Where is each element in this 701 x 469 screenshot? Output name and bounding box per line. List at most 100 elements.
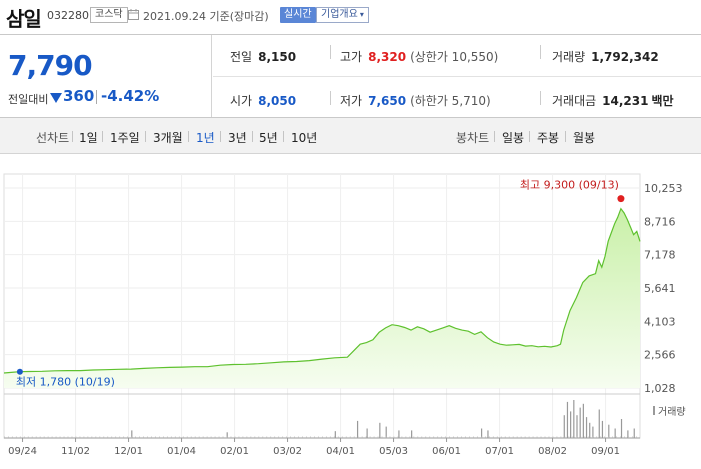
volume-bar (178, 436, 180, 438)
divider (330, 45, 331, 59)
volume-bar (481, 436, 482, 438)
volume-bar (111, 436, 113, 438)
volume-bar (39, 436, 41, 438)
volume-bar (250, 436, 252, 438)
volume-bar (159, 436, 160, 438)
company-overview-label: 기업개요 (321, 9, 358, 20)
change-percent: -4.42% (101, 87, 160, 105)
period-10y[interactable]: 10년 (291, 131, 318, 145)
volume-bar (429, 436, 431, 438)
volume-bar (282, 436, 284, 438)
period-1d[interactable]: 1일 (79, 131, 98, 145)
volume-bar (465, 436, 466, 438)
volume-bar (461, 436, 462, 438)
volume-bar (329, 436, 331, 438)
volume-bar (270, 436, 272, 438)
volume-bar (589, 422, 591, 438)
divider (494, 131, 495, 142)
volume-bar (349, 436, 351, 438)
volume-bar (585, 417, 588, 438)
price-chart-svg[interactable]: 10,253 8,716 7,178 5,641 4,103 2,566 1,028 09/2… (0, 170, 701, 469)
volume-bar (564, 436, 566, 438)
volume-bar (357, 436, 359, 438)
divider (540, 91, 541, 105)
volume-bar (198, 436, 200, 438)
volume-bar (234, 436, 236, 438)
divider (72, 131, 73, 142)
volume-bar (55, 436, 57, 438)
volume-bar (51, 436, 53, 438)
divider (540, 45, 541, 59)
volume-bar (572, 436, 574, 438)
prev-close-value: 8,150 (258, 50, 297, 64)
max-label: 최고 9,300 (09/13) (520, 179, 619, 192)
min-label: 최저 1,780 (10/19) (16, 376, 115, 389)
volume-bar (624, 436, 625, 438)
period-5y[interactable]: 5년 (259, 131, 278, 145)
x-tick-label: 03/02 (273, 446, 302, 457)
volume-bar (504, 436, 506, 438)
calendar-icon (128, 9, 139, 20)
divider (283, 131, 284, 142)
volume-bar (238, 436, 240, 438)
volume-bar (67, 436, 69, 438)
divider (213, 76, 701, 77)
volume-bar (524, 436, 526, 438)
volume-bar (206, 436, 208, 438)
x-tick-label: 02/01 (220, 446, 249, 457)
volume-bar (377, 436, 379, 438)
period-1y[interactable]: 1년 (196, 131, 215, 145)
volume-bar (107, 436, 109, 438)
volume-bar (115, 436, 117, 438)
volume-bar (381, 436, 383, 438)
volume-bar (405, 436, 407, 438)
x-tick-label: 11/02 (61, 446, 90, 457)
divider (252, 131, 253, 142)
volume-bar (441, 436, 443, 438)
period-3y[interactable]: 3년 (228, 131, 247, 145)
volume-bar (182, 436, 184, 438)
volume-bar (298, 436, 299, 438)
candle-monthly[interactable]: 월봉 (573, 131, 596, 145)
volume-bar (254, 436, 256, 438)
volume-bar (385, 426, 387, 438)
stock-header: 삼일 032280 코스닥 2021.09.24 기준(장마감) 실시간 기업개… (0, 0, 701, 31)
price-summary: 7,790 전일대비 360 -4.42% 전일 8,150 고가 8,320 (상한… (0, 34, 701, 118)
min-marker (16, 368, 23, 375)
volume-bar (314, 436, 315, 438)
volume-bar (361, 436, 363, 438)
volume-bar (492, 436, 494, 438)
volume-bar (627, 430, 629, 438)
volume-bar (47, 436, 49, 438)
realtime-button[interactable]: 실시간 (280, 7, 316, 23)
volume-bar (274, 436, 276, 438)
period-3m[interactable]: 3개월 (153, 131, 183, 145)
x-tick-label: 04/01 (326, 446, 355, 457)
volume-bar (477, 436, 478, 438)
volume-bar (103, 436, 105, 438)
x-tick-label: 06/01 (432, 446, 461, 457)
volume-bar (35, 436, 37, 438)
volume-bar (87, 436, 89, 438)
period-1w[interactable]: 1주일 (110, 131, 140, 145)
volume-bar (563, 415, 565, 438)
down-arrow-icon (50, 93, 62, 103)
quote-date: 2021.09.24 기준(장마감) (143, 10, 269, 23)
volume-bar (99, 436, 101, 438)
chart-period-toolbar: 선차트 1일 1주일 3개월 1년 3년 5년 10년 봉차트 일봉 주봉 월봉 (0, 118, 701, 154)
volume-bar (536, 436, 538, 438)
x-tick-label: 12/01 (114, 446, 143, 457)
y-tick-label: 4,103 (644, 315, 676, 328)
divider (220, 131, 221, 142)
volume-bar (63, 436, 65, 438)
divider (145, 131, 146, 142)
volume-bar (411, 430, 413, 438)
price-chart[interactable]: 10,253 8,716 7,178 5,641 4,103 2,566 1,028 09/2… (0, 170, 701, 469)
change-value: 360 (63, 87, 95, 105)
x-tick-label: 08/02 (538, 446, 567, 457)
volume-bar (333, 436, 335, 438)
candle-weekly[interactable]: 주봉 (537, 131, 560, 145)
candle-daily[interactable]: 일봉 (502, 131, 525, 145)
day-high-value: 8,320 (368, 50, 407, 64)
company-overview-dropdown[interactable]: 기업개요 ▾ (316, 7, 369, 23)
